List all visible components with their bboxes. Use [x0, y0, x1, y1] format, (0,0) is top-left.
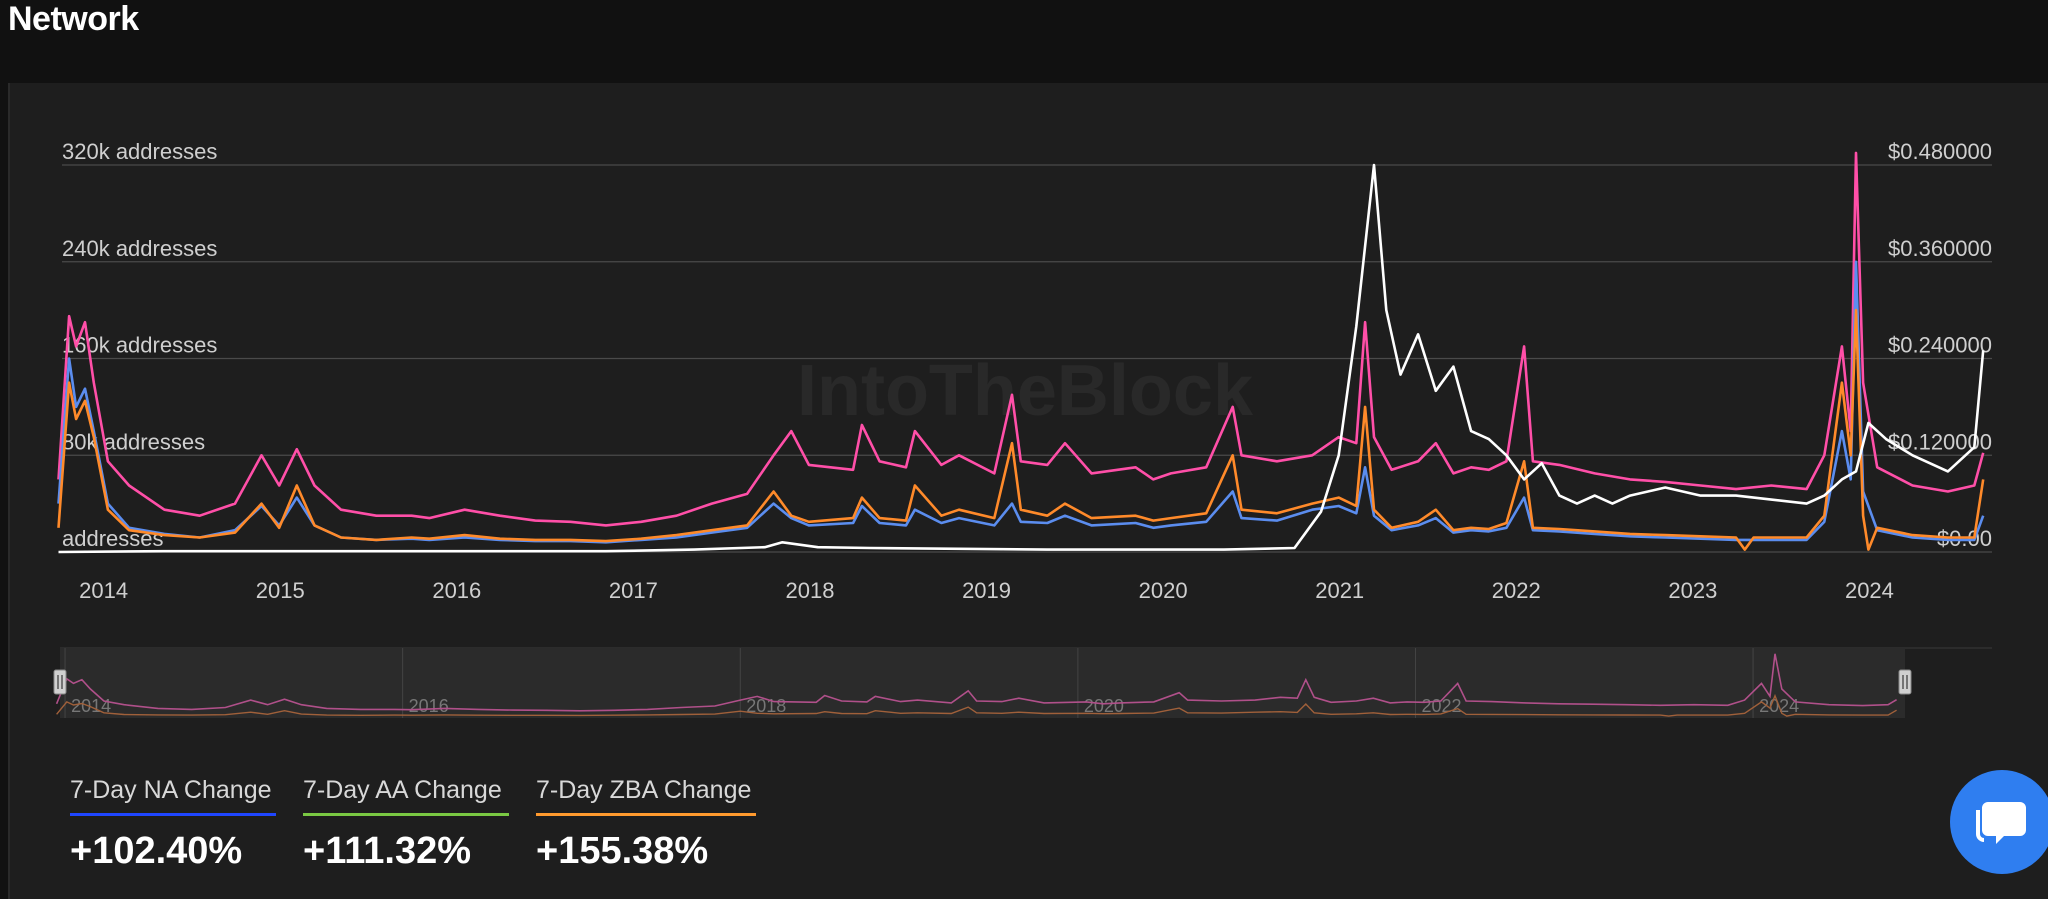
panel-divider — [8, 83, 10, 899]
x-tick-label: 2014 — [79, 578, 128, 603]
legend-item-na[interactable]: 7-Day NA Change +102.40% — [70, 776, 276, 873]
legend-line-aa — [303, 813, 509, 816]
legend-value-aa: +111.32% — [303, 830, 472, 872]
x-tick-label: 2020 — [1139, 578, 1188, 603]
legend-label-zba: 7-Day ZBA Change — [536, 776, 752, 804]
chart-panel — [8, 83, 2048, 899]
x-tick-label: 2024 — [1845, 578, 1894, 603]
right-tick-label: $0.240000 — [1888, 333, 1992, 358]
legend-line-zba — [536, 813, 756, 816]
top-bar — [0, 0, 2048, 83]
navigator-handle-left[interactable] — [53, 669, 67, 695]
navigator-tick-label: 2016 — [409, 696, 449, 716]
x-tick-label: 2022 — [1492, 578, 1541, 603]
chat-button[interactable] — [1950, 770, 2048, 874]
navigator-tick-label: 2020 — [1084, 696, 1124, 716]
page-title: Network — [8, 0, 139, 38]
x-tick-label: 2017 — [609, 578, 658, 603]
legend-item-aa[interactable]: 7-Day AA Change +111.32% — [303, 776, 509, 873]
navigator-selection — [60, 648, 1905, 718]
right-tick-label: $0.360000 — [1888, 236, 1992, 261]
legend-value-na: +102.40% — [70, 830, 243, 872]
left-tick-label: 80k addresses — [62, 429, 205, 454]
navigator-series — [55, 653, 1898, 712]
x-tick-label: 2015 — [256, 578, 305, 603]
x-tick-label: 2018 — [785, 578, 834, 603]
chat-bubble-icon — [1976, 802, 2026, 844]
x-tick-label: 2016 — [432, 578, 481, 603]
x-tick-label: 2019 — [962, 578, 1011, 603]
right-tick-label: $0.480000 — [1888, 139, 1992, 164]
watermark: IntoTheBlock — [797, 351, 1254, 431]
x-tick-label: 2023 — [1668, 578, 1717, 603]
legend-item-zba[interactable]: 7-Day ZBA Change +155.38% — [536, 776, 756, 873]
left-tick-label: 240k addresses — [62, 236, 217, 261]
legend-line-na — [70, 813, 276, 816]
series-line-0 — [57, 151, 1985, 527]
legend-value-zba: +155.38% — [536, 830, 709, 872]
x-tick-label: 2021 — [1315, 578, 1364, 603]
legend-label-aa: 7-Day AA Change — [303, 776, 502, 804]
navigator-handle-right[interactable] — [1898, 669, 1912, 695]
legend-label-na: 7-Day NA Change — [70, 776, 272, 804]
series-line-3 — [58, 163, 1985, 554]
navigator-series — [56, 693, 1897, 717]
series-line-2 — [57, 308, 1985, 551]
left-tick-label: 320k addresses — [62, 139, 217, 164]
